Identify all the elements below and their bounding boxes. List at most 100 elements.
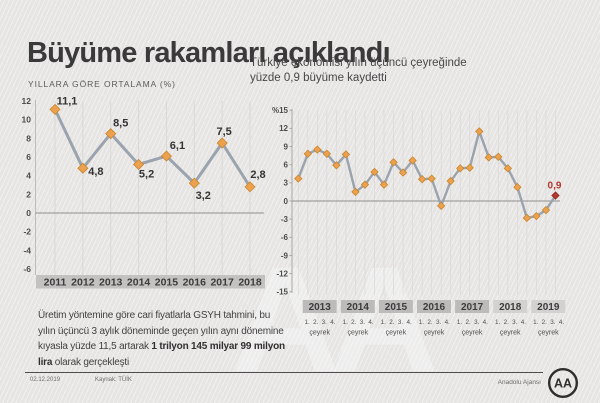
data-point: [427, 174, 436, 183]
data-point: [398, 168, 408, 177]
x-axis-year-block: [417, 300, 451, 313]
quarter-caption: çeyrek: [462, 330, 483, 337]
y-tick-label: 6: [26, 152, 31, 162]
x-axis-year-label: 2015: [385, 302, 408, 313]
data-point: [332, 161, 341, 170]
data-point: [389, 158, 398, 167]
quarter-tick-label: 3.: [436, 319, 442, 326]
quarter-tick-label: 4.: [406, 319, 412, 326]
data-point: [408, 156, 417, 165]
y-tick-label: 0: [284, 197, 289, 206]
y-tick-label: -12: [276, 269, 288, 278]
quarter-tick-label: 4.: [483, 319, 489, 326]
x-axis-year-label: 2013: [99, 277, 123, 289]
footer-divider: [25, 372, 543, 373]
highlight-value-label: 0,9: [548, 181, 562, 192]
data-point: [303, 149, 312, 158]
x-axis-year-band: [36, 275, 265, 289]
data-point: [456, 164, 465, 173]
y-tick-label: 6: [284, 161, 289, 170]
data-point: [313, 145, 322, 154]
data-point: [417, 175, 427, 184]
x-axis-year-label: 2018: [238, 277, 262, 289]
x-axis-year-label: 2018: [499, 302, 522, 313]
x-axis-year-label: 2016: [183, 277, 207, 289]
x-axis-year-label: 2016: [423, 302, 446, 313]
y-tick-label: -6: [23, 264, 31, 274]
x-axis-year-label: 2014: [347, 302, 370, 313]
data-point-2016: [188, 177, 200, 189]
quarter-tick-label: 2.: [389, 319, 395, 326]
quarter-tick-label: 3.: [474, 319, 480, 326]
x-axis-year-block: [493, 300, 528, 313]
y-tick-label: -6: [281, 233, 289, 242]
data-point-2014: [133, 158, 145, 171]
y-tick-label: %15: [272, 106, 289, 115]
quarter-tick-label: 4.: [445, 319, 451, 326]
x-axis-year-label: 2012: [71, 277, 95, 289]
quarter-tick-label: 1.: [419, 319, 425, 326]
x-axis-year-label: 2017: [210, 277, 234, 289]
data-point: [484, 153, 493, 162]
body-text: Üretim yöntemine göre cari fiyatlarla GS…: [38, 308, 288, 370]
data-point: [522, 213, 532, 223]
quarter-caption: çeyrek: [424, 330, 445, 337]
data-point-2018: [244, 181, 256, 193]
data-point: [513, 182, 522, 192]
quarter-tick-label: 1.: [381, 319, 387, 326]
x-axis-year-block: [531, 300, 566, 313]
subtitle: Türkiye ekonomisi yılın üçüncü çeyreğind…: [250, 57, 467, 84]
data-point: [465, 163, 474, 172]
data-point-label: 8,5: [113, 118, 128, 130]
data-point: [294, 174, 303, 183]
quarter-tick-label: 3.: [398, 319, 404, 326]
footer-date: 02.12.2019: [30, 377, 61, 383]
data-point-label: 5,2: [139, 168, 154, 180]
footer-agency-label: Anadolu Ajansı: [497, 379, 541, 386]
y-tick-label: 2: [26, 189, 31, 199]
svg-text:AA: AA: [554, 377, 572, 391]
quarter-tick-label: 1.: [457, 319, 463, 326]
data-point-2012: [77, 162, 89, 174]
quarter-tick-label: 2.: [351, 319, 357, 326]
data-point-label: 2,8: [250, 169, 265, 181]
data-point-label: 3,2: [196, 190, 211, 202]
body-text-bold: 1 trilyon 145 milyar 99 milyon lira: [38, 341, 285, 368]
series-line: [53, 108, 252, 188]
data-point: [541, 205, 551, 215]
x-axis-year-label: 2013: [309, 302, 332, 313]
data-point-2011: [49, 103, 61, 115]
data-point-2015: [160, 150, 172, 162]
data-point: [351, 187, 360, 197]
body-text-part1: Üretim yöntemine göre cari fiyatlarla GS…: [38, 310, 284, 352]
quarter-caption: çeyrek: [500, 330, 521, 337]
data-point: [341, 150, 351, 159]
x-axis-year-block: [302, 300, 337, 313]
data-point-label: 6,1: [170, 140, 185, 152]
quarter-tick-label: 2.: [465, 319, 471, 326]
body-text-part2: olarak gerçekleşti: [52, 356, 130, 368]
data-point: [370, 167, 379, 177]
quarter-tick-label: 4.: [521, 319, 527, 326]
y-tick-label: -3: [281, 215, 289, 224]
x-axis-year-label: 2017: [461, 302, 484, 313]
quarter-tick-label: 3.: [512, 319, 518, 326]
left-chart-title: YILLARA GÖRE ORTALAMA (%): [28, 79, 176, 89]
y-tick-label: 12: [279, 124, 288, 133]
data-point: [446, 176, 455, 186]
y-tick-label: 3: [284, 179, 289, 188]
y-tick-label: 12: [22, 96, 32, 106]
y-tick-label: -15: [276, 288, 288, 297]
quarter-tick-label: 4.: [330, 319, 336, 326]
y-tick-label: 9: [284, 142, 289, 151]
x-axis-year-label: 2011: [44, 277, 67, 289]
y-tick-label: 10: [22, 115, 32, 125]
y-tick-label: 4: [26, 171, 31, 181]
data-point: [494, 152, 503, 162]
data-point-2017: [216, 137, 228, 149]
data-point: [322, 149, 332, 158]
highlighted-data-point: [551, 191, 560, 200]
x-axis-year-block: [378, 300, 413, 313]
x-axis-year-label: 2019: [537, 302, 560, 313]
